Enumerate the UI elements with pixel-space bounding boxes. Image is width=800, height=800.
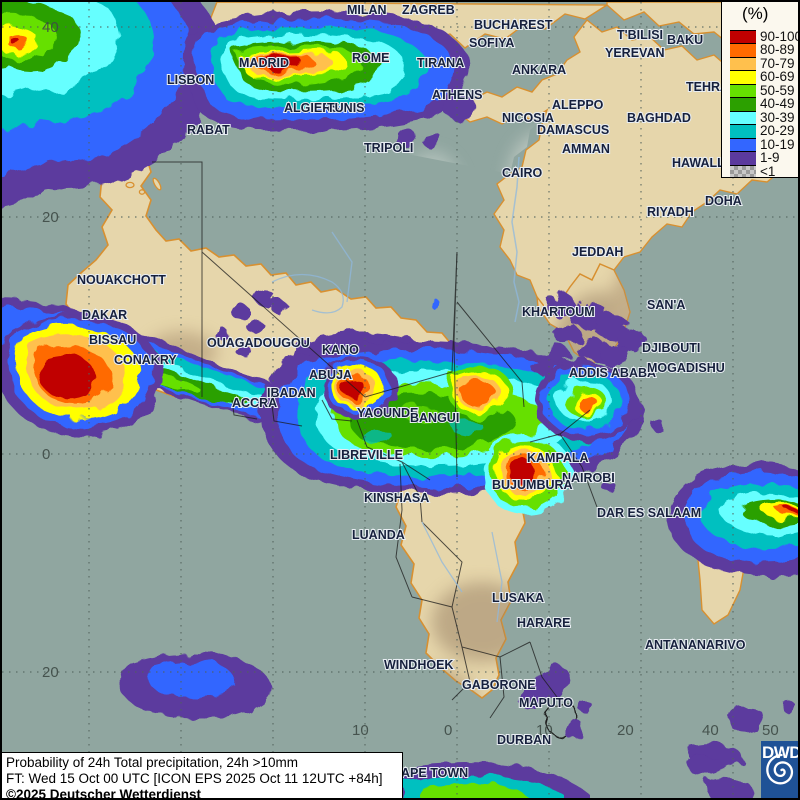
svg-text:CONAKRY: CONAKRY <box>114 353 177 367</box>
svg-text:ACCRA: ACCRA <box>232 396 277 410</box>
svg-text:BAGHDAD: BAGHDAD <box>627 111 691 125</box>
svg-text:LISBON: LISBON <box>167 73 214 87</box>
svg-text:BUJUMBURA: BUJUMBURA <box>492 478 573 492</box>
svg-text:GABORONE: GABORONE <box>462 678 536 692</box>
svg-text:DAR ES SALAAM: DAR ES SALAAM <box>597 506 701 520</box>
svg-text:0: 0 <box>42 446 50 463</box>
svg-text:MOGADISHU: MOGADISHU <box>647 361 725 375</box>
svg-text:BISSAU: BISSAU <box>89 333 136 347</box>
svg-text:20: 20 <box>42 664 59 681</box>
svg-text:MADRID: MADRID <box>239 56 289 70</box>
svg-text:OUAGADOUGOU: OUAGADOUGOU <box>207 336 310 350</box>
svg-text:HARARE: HARARE <box>517 616 570 630</box>
svg-text:AMMAN: AMMAN <box>562 142 610 156</box>
svg-text:MILAN: MILAN <box>347 3 387 17</box>
svg-text:KHARTOUM: KHARTOUM <box>522 305 595 319</box>
svg-text:YEREVAN: YEREVAN <box>605 46 665 60</box>
svg-text:ANKARA: ANKARA <box>512 63 566 77</box>
svg-text:CAPE TOWN: CAPE TOWN <box>392 766 468 780</box>
svg-text:TIRANA: TIRANA <box>417 56 464 70</box>
svg-text:JEDDAH: JEDDAH <box>572 245 623 259</box>
svg-text:ANTANANARIVO: ANTANANARIVO <box>645 638 746 652</box>
svg-text:SAN'A: SAN'A <box>647 298 685 312</box>
svg-text:DJIBOUTI: DJIBOUTI <box>642 341 700 355</box>
svg-text:BANGUI: BANGUI <box>410 411 459 425</box>
svg-text:50: 50 <box>762 722 779 739</box>
svg-text:WINDHOEK: WINDHOEK <box>384 658 453 672</box>
svg-text:40: 40 <box>42 19 59 36</box>
svg-text:KANO: KANO <box>322 343 359 357</box>
svg-text:SOFIYA: SOFIYA <box>469 36 514 50</box>
svg-text:ABUJA: ABUJA <box>309 368 352 382</box>
svg-text:40: 40 <box>702 722 719 739</box>
svg-text:T'BILISI: T'BILISI <box>617 28 663 42</box>
svg-text:RABAT: RABAT <box>187 123 230 137</box>
svg-text:NOUAKCHOTT: NOUAKCHOTT <box>77 273 166 287</box>
svg-text:10: 10 <box>352 722 369 739</box>
svg-text:ADDIS ABABA: ADDIS ABABA <box>569 366 656 380</box>
svg-text:CAIRO: CAIRO <box>502 166 543 180</box>
svg-text:LIBREVILLE: LIBREVILLE <box>330 448 403 462</box>
svg-text:ROME: ROME <box>352 51 390 65</box>
svg-text:KINSHASA: KINSHASA <box>364 491 429 505</box>
svg-text:20: 20 <box>617 722 634 739</box>
svg-text:BAKU: BAKU <box>667 33 703 47</box>
svg-text:MAPUTO: MAPUTO <box>519 696 573 710</box>
svg-text:TRIPOLI: TRIPOLI <box>364 141 413 155</box>
svg-text:RIYADH: RIYADH <box>647 205 694 219</box>
svg-text:BUCHAREST: BUCHAREST <box>474 18 553 32</box>
svg-text:20: 20 <box>42 209 59 226</box>
svg-text:LUSAKA: LUSAKA <box>492 591 544 605</box>
svg-text:ZAGREB: ZAGREB <box>402 3 455 17</box>
svg-text:LUANDA: LUANDA <box>352 528 405 542</box>
svg-text:DAKAR: DAKAR <box>82 308 127 322</box>
svg-text:KAMPALA: KAMPALA <box>527 451 589 465</box>
svg-text:0: 0 <box>444 722 452 739</box>
svg-text:HAWALLI: HAWALLI <box>672 156 728 170</box>
svg-text:TUNIS: TUNIS <box>327 101 365 115</box>
svg-text:ALEPPO: ALEPPO <box>552 98 604 112</box>
svg-text:DOHA: DOHA <box>705 194 742 208</box>
svg-text:DAMASCUS: DAMASCUS <box>537 123 609 137</box>
svg-text:ATHENS: ATHENS <box>432 88 482 102</box>
svg-text:DURBAN: DURBAN <box>497 733 551 747</box>
